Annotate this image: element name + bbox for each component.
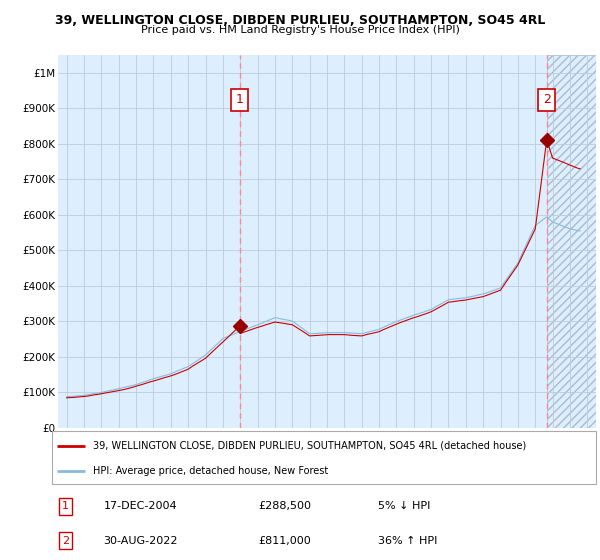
- Text: 2: 2: [62, 535, 69, 545]
- Text: HPI: Average price, detached house, New Forest: HPI: Average price, detached house, New …: [93, 466, 328, 475]
- Text: 39, WELLINGTON CLOSE, DIBDEN PURLIEU, SOUTHAMPTON, SO45 4RL (detached house): 39, WELLINGTON CLOSE, DIBDEN PURLIEU, SO…: [93, 441, 526, 451]
- Text: 30-AUG-2022: 30-AUG-2022: [104, 535, 178, 545]
- Text: 1: 1: [236, 94, 244, 106]
- Text: 1: 1: [62, 501, 69, 511]
- Bar: [547, 55, 596, 428]
- Text: 17-DEC-2004: 17-DEC-2004: [104, 501, 178, 511]
- Text: 5% ↓ HPI: 5% ↓ HPI: [379, 501, 431, 511]
- Text: 39, WELLINGTON CLOSE, DIBDEN PURLIEU, SOUTHAMPTON, SO45 4RL: 39, WELLINGTON CLOSE, DIBDEN PURLIEU, SO…: [55, 14, 545, 27]
- Text: £811,000: £811,000: [259, 535, 311, 545]
- Text: Price paid vs. HM Land Registry's House Price Index (HPI): Price paid vs. HM Land Registry's House …: [140, 25, 460, 35]
- Text: 36% ↑ HPI: 36% ↑ HPI: [379, 535, 438, 545]
- Text: 2: 2: [543, 94, 551, 106]
- Text: £288,500: £288,500: [259, 501, 312, 511]
